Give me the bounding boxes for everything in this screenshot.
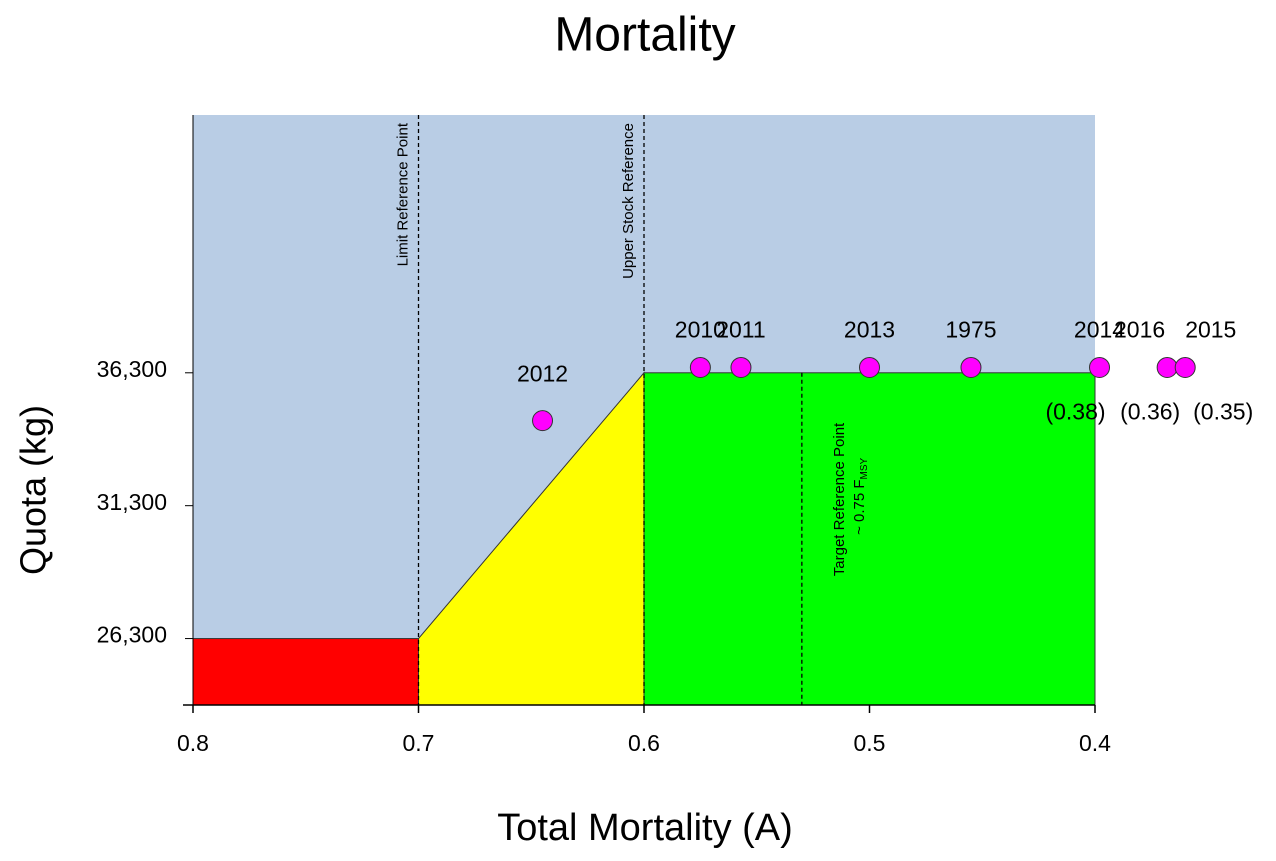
- x-axis-label: Total Mortality (A): [497, 807, 793, 849]
- x-tick-label: 0.7: [403, 730, 435, 756]
- y-tick-label: 26,300: [97, 622, 167, 648]
- data-point: [1174, 356, 1196, 378]
- point-label: 1975: [945, 317, 996, 343]
- point-annotation: (0.36): [1120, 399, 1180, 425]
- y-tick-label: 31,300: [97, 489, 167, 515]
- data-point: [1156, 356, 1178, 378]
- data-point: [689, 356, 711, 378]
- x-tick-label: 0.5: [854, 730, 886, 756]
- reference-sublabel-text: ~ 0.75 F: [851, 479, 868, 534]
- point-label: 2013: [844, 317, 895, 343]
- x-tick-label: 0.6: [628, 730, 660, 756]
- point-label: 2010: [675, 317, 726, 343]
- point-annotation: (0.35): [1193, 399, 1253, 425]
- y-axis-label: Quota (kg): [13, 405, 54, 575]
- reference-label: Upper Stock Reference: [620, 123, 637, 279]
- point-label: 2012: [517, 361, 568, 387]
- reference-sublabel: ~ 0.75 FMSY: [851, 457, 870, 534]
- data-point: [1089, 356, 1111, 378]
- data-point: [859, 356, 880, 378]
- critical-zone: [192, 638, 419, 706]
- point-annotation: (0.38): [1045, 399, 1105, 425]
- point-label: 2016: [1114, 317, 1165, 343]
- healthy-zone: [643, 372, 1096, 706]
- point-label: 2011: [716, 317, 765, 343]
- x-tick-label: 0.4: [1079, 730, 1111, 756]
- chart-title: Mortality: [554, 9, 735, 62]
- point-label: 2014: [1074, 317, 1125, 343]
- data-point: [532, 410, 554, 432]
- data-point: [730, 356, 752, 378]
- data-point: [960, 356, 982, 378]
- point-label: 2015: [1185, 317, 1236, 343]
- reference-subscript: MSY: [858, 457, 869, 479]
- x-tick-label: 0.8: [177, 730, 209, 756]
- reference-label: Limit Reference Point: [394, 122, 411, 266]
- reference-label: Target Reference Point: [831, 422, 848, 576]
- y-tick-label: 36,300: [97, 356, 167, 382]
